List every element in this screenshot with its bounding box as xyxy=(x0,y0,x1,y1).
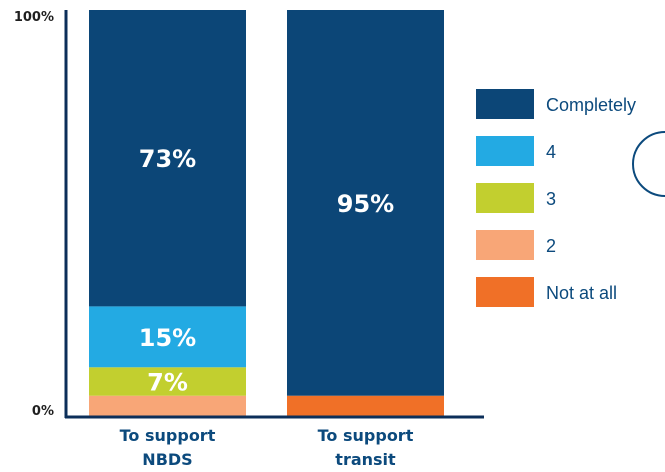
bar-segment xyxy=(287,395,444,416)
legend-swatch xyxy=(476,183,534,213)
decorative-arc xyxy=(632,131,665,197)
legend-label: Completely xyxy=(546,95,636,115)
bar-segment xyxy=(89,395,246,416)
legend-label: 2 xyxy=(546,236,556,256)
data-label: 95% xyxy=(337,190,394,218)
bar-segment xyxy=(89,367,246,396)
legend-swatch xyxy=(476,89,534,119)
category-labels: To support NBDS To support transit xyxy=(120,426,414,469)
y-tick-label-bottom: 0% xyxy=(32,404,54,419)
bar-segment xyxy=(287,10,444,396)
category-label: To support xyxy=(318,426,414,445)
category-label: To support xyxy=(120,426,216,445)
bar-segment xyxy=(89,306,246,368)
legend-label: 3 xyxy=(546,189,556,209)
data-label: 7% xyxy=(147,368,188,396)
bar-segment xyxy=(89,10,246,307)
data-label: 15% xyxy=(139,324,196,352)
category-label: transit xyxy=(335,450,396,469)
legend-label: Not at all xyxy=(546,283,617,303)
legend-swatch xyxy=(476,277,534,307)
legend: Completely 4 3 2 Not at all xyxy=(476,89,636,307)
legend-swatch xyxy=(476,230,534,260)
segment-labels: 7% 15% 73% 95% xyxy=(139,145,394,396)
category-label: NBDS xyxy=(142,450,192,469)
bars xyxy=(89,10,444,416)
legend-swatch xyxy=(476,136,534,166)
y-tick-label-top: 100% xyxy=(14,10,54,25)
data-label: 73% xyxy=(139,145,196,173)
legend-label: 4 xyxy=(546,142,556,162)
